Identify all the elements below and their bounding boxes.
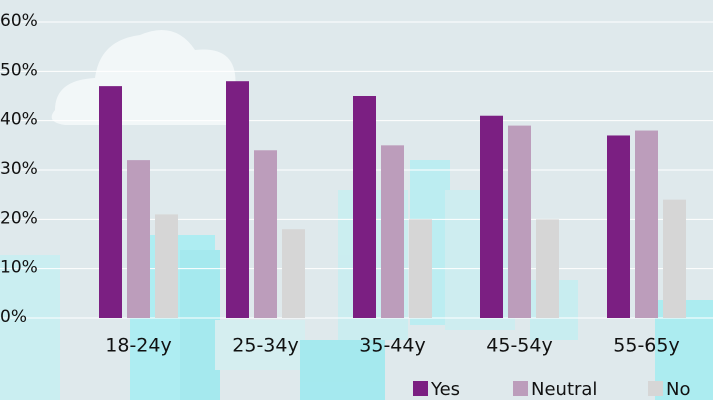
- x-tick-label: 18-24y: [105, 335, 171, 357]
- legend-label: Yes: [430, 379, 460, 400]
- bar: [508, 125, 531, 318]
- y-tick-label: 20%: [0, 208, 38, 228]
- x-tick-label: 45-54y: [486, 335, 552, 357]
- y-tick-label: 40%: [0, 110, 38, 130]
- y-tick-label: 60%: [0, 11, 38, 31]
- legend-swatch: [413, 381, 428, 396]
- bar: [155, 214, 178, 318]
- bar: [226, 81, 249, 318]
- bar: [353, 96, 376, 318]
- bar: [663, 199, 686, 318]
- x-tick-label: 35-44y: [359, 335, 425, 357]
- legend-swatch: [648, 381, 663, 396]
- legend-label: Neutral: [531, 379, 597, 400]
- y-tick-label: 50%: [0, 60, 38, 80]
- bar: [381, 145, 404, 318]
- bar: [607, 135, 630, 318]
- bar: [127, 160, 150, 318]
- y-tick-label: 30%: [0, 159, 38, 179]
- bar: [409, 219, 432, 318]
- x-tick-label: 25-34y: [232, 335, 298, 357]
- y-tick-label: 0%: [0, 307, 27, 327]
- legend-label: No: [666, 379, 690, 400]
- bar: [480, 115, 503, 318]
- bar: [536, 219, 559, 318]
- bar: [635, 130, 658, 318]
- bar: [254, 150, 277, 318]
- x-tick-label: 55-65y: [613, 335, 679, 357]
- y-tick-label: 10%: [0, 258, 38, 278]
- legend-swatch: [513, 381, 528, 396]
- bar: [99, 86, 122, 318]
- bar: [282, 229, 305, 318]
